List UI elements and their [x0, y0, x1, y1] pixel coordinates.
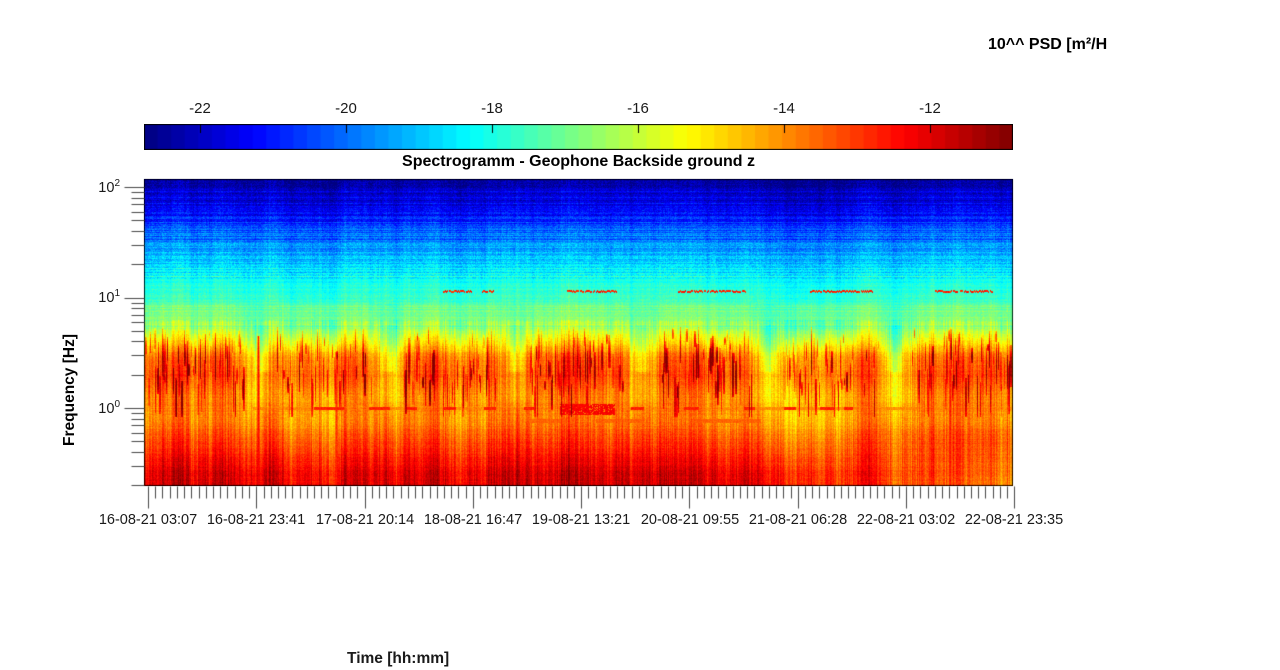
x-tick-label: 21-08-21 06:28 — [748, 512, 848, 528]
y-tick-label: 102 — [78, 178, 120, 196]
x-tick-label: 22-08-21 03:02 — [856, 512, 956, 528]
spectrogram-canvas — [144, 179, 1013, 486]
y-tick-base: 10 — [98, 179, 115, 196]
x-tick-label: 19-08-21 13:21 — [531, 512, 631, 528]
x-tick-label: 18-08-21 16:47 — [423, 512, 523, 528]
colorbar-tick-label: -16 — [627, 100, 649, 117]
y-axis-label: Frequency [Hz] — [61, 334, 78, 446]
colorbar-tick-label: -18 — [481, 100, 503, 117]
y-tick-exp: 2 — [114, 178, 120, 189]
x-axis-label: Time [hh:mm] — [347, 650, 450, 667]
colorbar-tick-label: -14 — [773, 100, 795, 117]
x-tick-label: 16-08-21 03:07 — [98, 512, 198, 528]
y-tick-exp: 0 — [114, 399, 120, 410]
y-tick-exp: 1 — [114, 288, 120, 299]
y-tick-base: 10 — [98, 400, 115, 417]
colorbar-tick-label: -12 — [919, 100, 941, 117]
x-tick-label: 20-08-21 09:55 — [640, 512, 740, 528]
colorbar-tick-label: -22 — [189, 100, 211, 117]
colorbar-tick-label: -20 — [335, 100, 357, 117]
x-tick-label: 17-08-21 20:14 — [315, 512, 415, 528]
y-tick-label: 101 — [78, 288, 120, 306]
y-tick-label: 100 — [78, 399, 120, 417]
chart-title: Spectrogramm - Geophone Backside ground … — [402, 153, 755, 170]
colorbar-psd-label: 10^^ PSD [m²/H — [988, 36, 1108, 53]
x-tick-label: 22-08-21 23:35 — [964, 512, 1064, 528]
x-tick-label: 16-08-21 23:41 — [206, 512, 306, 528]
colorbar-canvas — [144, 124, 1013, 150]
y-tick-base: 10 — [98, 289, 115, 306]
